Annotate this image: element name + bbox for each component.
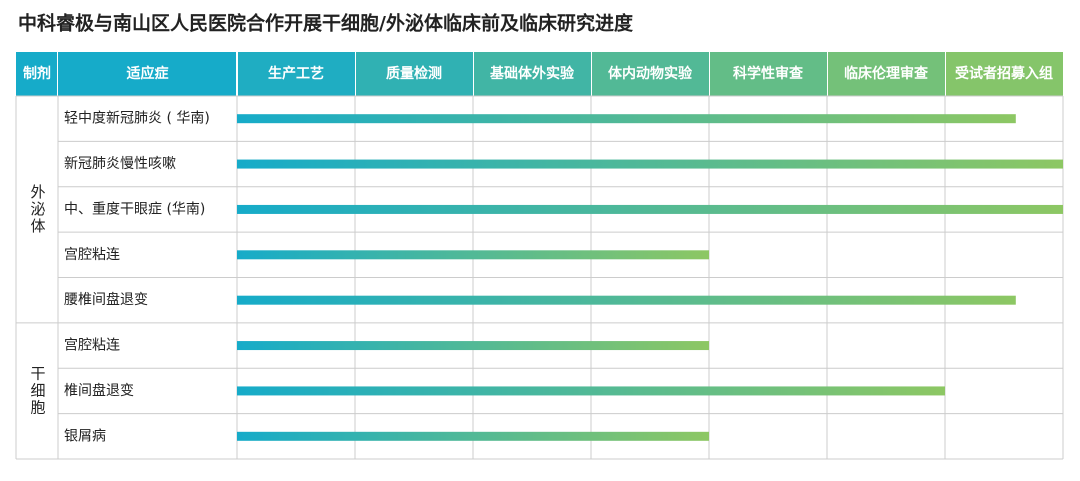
progress-bar xyxy=(237,204,1063,214)
header-cell xyxy=(474,52,591,96)
indication-label: 新冠肺炎慢性咳嗽 xyxy=(64,155,176,172)
indication-label: 宫腔粘连 xyxy=(64,247,120,263)
header-label: 受试者招募入组 xyxy=(955,65,1053,82)
header-label: 生产工艺 xyxy=(268,65,324,82)
header-cell xyxy=(238,52,355,96)
group-label: 干细胞 xyxy=(29,365,47,416)
progress-bar xyxy=(237,114,1016,124)
header-label: 临床伦理审查 xyxy=(844,65,929,82)
progress-bar xyxy=(237,341,709,351)
header-cell xyxy=(592,52,709,96)
header-cell xyxy=(58,52,236,96)
header-label: 基础体外实验 xyxy=(490,65,575,82)
header-label: 科学性审查 xyxy=(733,65,804,82)
indication-label: 腰椎间盘退变 xyxy=(64,291,148,308)
header-cell xyxy=(828,52,945,96)
chart-title: 中科睿极与南山区人民医院合作开展干细胞/外泌体临床前及临床研究进度 xyxy=(18,12,634,35)
progress-bar xyxy=(237,431,709,441)
header-label: 适应症 xyxy=(127,65,169,82)
indication-label: 宫腔粘连 xyxy=(64,338,120,354)
progress-bar xyxy=(237,386,945,396)
indication-label: 椎间盘退变 xyxy=(64,382,134,399)
progress-bar xyxy=(237,159,1063,169)
group-label: 外泌体 xyxy=(29,184,47,235)
header-label: 体内动物实验 xyxy=(608,65,693,82)
indication-label: 轻中度新冠肺炎 ( 华南) xyxy=(64,111,210,127)
header-cell xyxy=(710,52,827,96)
header-label: 制剂 xyxy=(23,65,51,82)
progress-bar xyxy=(237,250,709,260)
header-cell xyxy=(946,52,1063,96)
header-label: 质量检测 xyxy=(386,65,442,82)
progress-bar xyxy=(237,295,1016,305)
header-cell xyxy=(356,52,473,96)
indication-label: 中、重度干眼症 (华南) xyxy=(64,201,205,217)
indication-label: 银屑病 xyxy=(64,428,106,444)
header-cell xyxy=(16,52,57,96)
